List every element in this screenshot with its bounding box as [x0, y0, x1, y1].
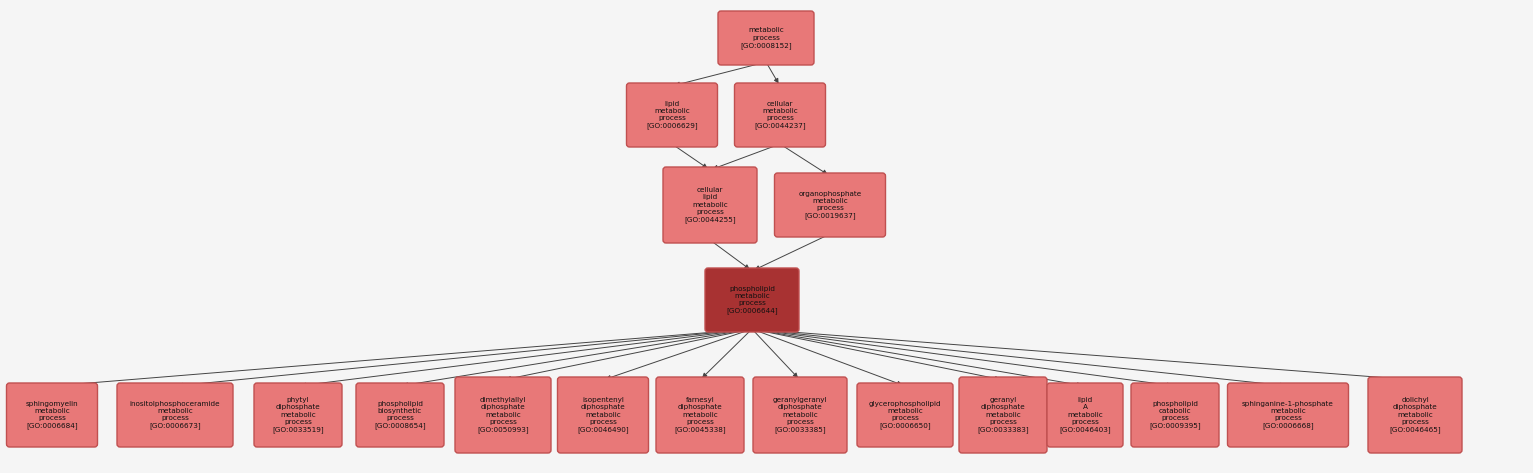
FancyBboxPatch shape [753, 377, 848, 453]
FancyBboxPatch shape [960, 377, 1047, 453]
FancyBboxPatch shape [774, 173, 886, 237]
FancyBboxPatch shape [1367, 377, 1462, 453]
FancyBboxPatch shape [734, 83, 825, 147]
Text: inositolphosphoceramide
metabolic
process
[GO:0006673]: inositolphosphoceramide metabolic proces… [130, 401, 221, 429]
FancyBboxPatch shape [6, 383, 98, 447]
FancyBboxPatch shape [356, 383, 445, 447]
Text: glycerophospholipid
metabolic
process
[GO:0006650]: glycerophospholipid metabolic process [G… [869, 401, 941, 429]
FancyBboxPatch shape [254, 383, 342, 447]
Text: lipid
A
metabolic
process
[GO:0046403]: lipid A metabolic process [GO:0046403] [1059, 397, 1111, 433]
FancyBboxPatch shape [656, 377, 744, 453]
Text: farnesyl
diphosphate
metabolic
process
[GO:0045338]: farnesyl diphosphate metabolic process [… [675, 397, 725, 433]
Text: isopentenyl
diphosphate
metabolic
process
[GO:0046490]: isopentenyl diphosphate metabolic proces… [578, 397, 629, 433]
FancyBboxPatch shape [455, 377, 550, 453]
FancyBboxPatch shape [117, 383, 233, 447]
FancyBboxPatch shape [662, 167, 757, 243]
FancyBboxPatch shape [857, 383, 954, 447]
FancyBboxPatch shape [627, 83, 717, 147]
Text: sphingomyelin
metabolic
process
[GO:0006684]: sphingomyelin metabolic process [GO:0006… [26, 401, 78, 429]
Text: phospholipid
biosynthetic
process
[GO:0008654]: phospholipid biosynthetic process [GO:00… [374, 401, 426, 429]
Text: dolichyl
diphosphate
metabolic
process
[GO:0046465]: dolichyl diphosphate metabolic process [… [1389, 397, 1441, 433]
Text: dimethylallyl
diphosphate
metabolic
process
[GO:0050993]: dimethylallyl diphosphate metabolic proc… [477, 397, 529, 433]
Text: lipid
metabolic
process
[GO:0006629]: lipid metabolic process [GO:0006629] [647, 101, 698, 129]
FancyBboxPatch shape [705, 268, 799, 332]
Text: organophosphate
metabolic
process
[GO:0019637]: organophosphate metabolic process [GO:00… [799, 191, 862, 219]
Text: metabolic
process
[GO:0008152]: metabolic process [GO:0008152] [740, 27, 793, 49]
Text: sphinganine-1-phosphate
metabolic
process
[GO:0006668]: sphinganine-1-phosphate metabolic proces… [1242, 401, 1334, 429]
Text: phospholipid
catabolic
process
[GO:0009395]: phospholipid catabolic process [GO:00093… [1150, 401, 1200, 429]
Text: phospholipid
metabolic
process
[GO:0006644]: phospholipid metabolic process [GO:00066… [727, 286, 777, 314]
Text: phytyl
diphosphate
metabolic
process
[GO:0033519]: phytyl diphosphate metabolic process [GO… [273, 397, 323, 433]
Text: cellular
metabolic
process
[GO:0044237]: cellular metabolic process [GO:0044237] [754, 101, 806, 129]
Text: cellular
lipid
metabolic
process
[GO:0044255]: cellular lipid metabolic process [GO:004… [684, 187, 736, 223]
FancyBboxPatch shape [717, 11, 814, 65]
FancyBboxPatch shape [558, 377, 648, 453]
FancyBboxPatch shape [1228, 383, 1349, 447]
FancyBboxPatch shape [1047, 383, 1124, 447]
Text: geranylgeranyl
diphosphate
metabolic
process
[GO:0033385]: geranylgeranyl diphosphate metabolic pro… [773, 397, 828, 433]
FancyBboxPatch shape [1131, 383, 1219, 447]
Text: geranyl
diphosphate
metabolic
process
[GO:0033383]: geranyl diphosphate metabolic process [G… [977, 397, 1029, 433]
